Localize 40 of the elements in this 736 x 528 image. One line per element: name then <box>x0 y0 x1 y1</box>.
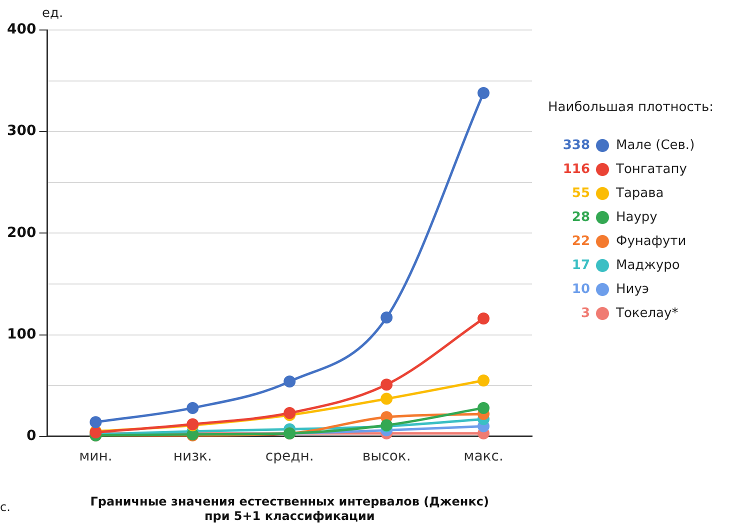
text: 338 <box>562 138 590 152</box>
legend-title: Наибольшая плотность: <box>548 100 714 115</box>
text: 22 <box>570 234 590 248</box>
x-axis-title: Граничные значения естественных интервалов (Дженкс) при 5+1 классификации <box>90 494 489 523</box>
point <box>478 374 490 387</box>
text: 55 <box>570 186 590 200</box>
legend-label: Ниуэ <box>616 282 650 296</box>
point <box>380 378 393 391</box>
point <box>380 392 393 405</box>
text: 116 <box>562 162 590 176</box>
point <box>478 402 490 414</box>
text: 10 <box>570 282 590 296</box>
y-axis-title: ед. <box>42 6 64 21</box>
y-tick-label: 200 <box>6 224 36 241</box>
x-tick-label: макс. <box>464 448 504 464</box>
point <box>380 312 393 324</box>
point <box>284 376 296 388</box>
y-tick-label: 300 <box>6 123 36 140</box>
y-tick-label: 0 <box>26 428 36 444</box>
text: 17 <box>570 258 590 272</box>
x-tick-label: средн. <box>265 448 314 464</box>
legend-label: Токелау* <box>616 306 678 320</box>
x-tick-label: низк. <box>173 448 212 464</box>
point <box>478 86 490 99</box>
legend-label: Науру <box>616 210 658 224</box>
legend-label: Мале (Сев.) <box>616 138 695 152</box>
x-tick-label: мин. <box>79 448 112 464</box>
y-tick-label: 100 <box>6 326 36 342</box>
legend-label: Тонгатапу <box>616 162 687 176</box>
text: 3 <box>580 306 590 320</box>
text: с. <box>0 500 10 514</box>
x-tick-label: высок. <box>362 448 411 464</box>
y-tick-label: 400 <box>6 22 36 38</box>
legend-label: Тарава <box>616 186 664 200</box>
point <box>186 402 199 414</box>
legend-label: Маджуро <box>616 258 680 272</box>
text: 28 <box>570 210 590 224</box>
point <box>90 416 102 428</box>
point <box>478 312 490 325</box>
legend-label: Фунафути <box>616 234 686 248</box>
